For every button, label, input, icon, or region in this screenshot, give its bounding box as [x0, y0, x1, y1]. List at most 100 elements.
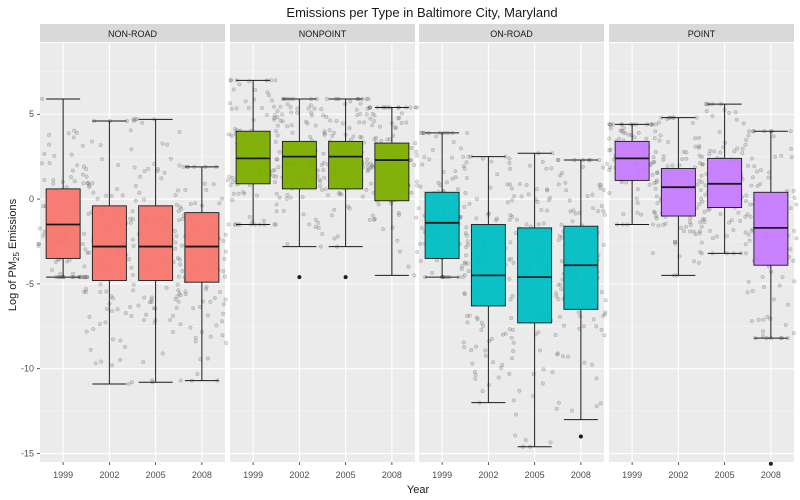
y-tick-label: 5	[29, 109, 34, 119]
data-point	[650, 172, 655, 177]
data-point	[792, 228, 797, 233]
data-point	[173, 240, 178, 245]
data-point	[110, 337, 116, 342]
data-point	[318, 244, 323, 249]
data-point	[623, 131, 628, 136]
data-point	[343, 101, 348, 107]
data-point	[690, 121, 695, 126]
data-point	[510, 198, 515, 203]
data-point	[500, 332, 505, 337]
data-point	[736, 210, 741, 215]
data-point	[749, 318, 755, 324]
data-point	[251, 118, 256, 123]
data-point	[86, 250, 91, 255]
data-point	[616, 136, 622, 142]
data-point	[415, 183, 420, 188]
data-point	[651, 160, 656, 165]
data-point	[39, 161, 45, 166]
data-point	[272, 180, 278, 185]
data-point	[208, 334, 213, 339]
data-point	[71, 271, 76, 276]
data-point	[300, 195, 305, 200]
data-point	[98, 143, 103, 148]
data-point	[399, 111, 404, 116]
data-point	[632, 135, 637, 140]
data-point	[697, 249, 703, 255]
data-point	[193, 339, 198, 344]
data-point	[557, 314, 562, 319]
box-nonpoint-2008	[364, 105, 420, 278]
data-point	[168, 156, 173, 161]
data-point	[418, 130, 424, 135]
data-point	[590, 362, 595, 367]
data-point	[321, 160, 326, 165]
data-point	[67, 258, 72, 263]
data-point	[271, 104, 277, 109]
data-point	[745, 290, 750, 295]
data-point	[746, 133, 751, 138]
data-point	[414, 105, 419, 110]
x-tick-label: 2008	[571, 470, 591, 480]
data-point	[226, 132, 231, 137]
data-point	[71, 135, 76, 140]
data-point	[49, 268, 54, 273]
data-point	[748, 202, 753, 207]
box-iqr	[328, 140, 364, 190]
data-point	[368, 116, 373, 121]
data-point	[479, 320, 484, 325]
data-point	[791, 258, 796, 263]
data-point	[81, 181, 86, 186]
data-point	[548, 195, 553, 200]
data-point	[178, 293, 183, 298]
data-point	[684, 156, 689, 161]
data-point	[621, 130, 626, 135]
data-point	[129, 380, 134, 385]
box-iqr	[138, 205, 174, 281]
data-point	[654, 216, 659, 221]
data-point	[230, 198, 235, 203]
data-point	[261, 218, 266, 223]
data-point	[131, 117, 136, 122]
data-point	[503, 331, 508, 336]
data-point	[517, 182, 523, 187]
data-point	[321, 168, 326, 173]
data-point	[700, 199, 705, 204]
data-point	[142, 169, 147, 174]
data-point	[559, 235, 565, 240]
data-point	[370, 164, 375, 169]
data-point	[479, 327, 484, 332]
data-point	[330, 133, 335, 139]
data-point	[420, 130, 425, 135]
data-point	[591, 317, 596, 322]
data-point	[464, 233, 469, 238]
data-point	[536, 222, 541, 227]
data-point	[649, 122, 654, 127]
data-point	[692, 259, 697, 264]
data-point	[115, 307, 120, 312]
data-point	[661, 154, 666, 159]
data-point	[365, 106, 370, 111]
data-point	[88, 347, 93, 352]
data-point	[661, 222, 666, 227]
data-point	[513, 433, 518, 438]
data-point	[594, 376, 599, 381]
data-point	[357, 120, 362, 125]
data-point	[544, 208, 550, 213]
x-tick-label: 2005	[336, 470, 356, 480]
data-point	[269, 98, 274, 103]
data-point	[246, 105, 251, 110]
data-point	[607, 122, 612, 127]
data-point	[370, 111, 375, 116]
data-point	[87, 314, 92, 319]
box-point-2002	[650, 115, 705, 278]
data-point	[508, 240, 513, 245]
data-point	[74, 130, 79, 135]
data-point	[474, 216, 479, 221]
data-point	[598, 401, 603, 406]
data-point	[548, 440, 553, 445]
data-point	[567, 198, 572, 203]
data-point	[393, 125, 398, 130]
data-point	[381, 227, 386, 232]
data-point	[274, 191, 279, 196]
data-point	[509, 316, 514, 321]
